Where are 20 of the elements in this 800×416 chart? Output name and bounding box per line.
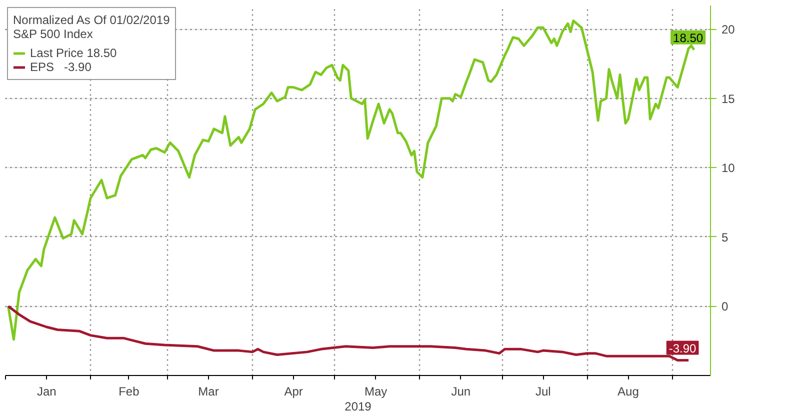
text: Normalized As Of 01/02/2019 <box>13 13 170 27</box>
legend-label: Last Price 18.50 <box>30 46 117 60</box>
x-axis-title: 2019 <box>344 400 372 414</box>
x-tick-label: Jan <box>36 384 56 398</box>
x-tick-label: Apr <box>284 384 303 398</box>
x-tick-label: May <box>364 384 388 398</box>
y-tick-label: 5 <box>722 230 728 244</box>
x-tick-label: Aug <box>618 384 639 398</box>
data-label: 18.50 <box>673 30 704 45</box>
data-label: -3.90 <box>668 341 697 356</box>
x-tick-label: Jun <box>451 384 471 398</box>
y-tick-label: 10 <box>722 161 736 176</box>
x-tick-label: Mar <box>198 384 219 398</box>
y-tick-label: 20 <box>722 22 736 37</box>
y-tick-label: 0 <box>722 300 728 314</box>
text: S&P 500 Index <box>13 27 93 41</box>
legend-label: EPS -3.90 <box>30 60 92 74</box>
y-tick-label: 15 <box>722 92 736 106</box>
x-tick-label: Jul <box>535 384 551 398</box>
x-tick-label: Feb <box>118 384 140 398</box>
